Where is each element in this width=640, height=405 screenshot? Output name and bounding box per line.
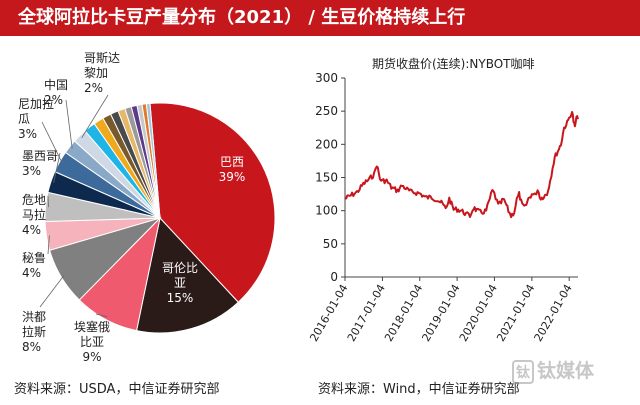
pie-label-peru: 4% <box>22 266 41 280</box>
pie-leader-line <box>95 313 108 318</box>
pie-label-honduras: 8% <box>22 340 41 354</box>
y-tick-label: 300 <box>315 71 338 85</box>
pie-leader-line <box>65 99 73 149</box>
pie-leader-line <box>81 94 109 139</box>
line-chart-title: 期货收盘价(连续):NYBOT咖啡 <box>372 56 535 71</box>
pie-label-guatemala: 马拉 <box>22 207 46 222</box>
pie-label-costarica: 哥斯达 <box>84 51 120 65</box>
line-source-note: 资料来源：Wind，中信证券研究部 <box>318 382 520 397</box>
pie-label-colombia: 哥伦比 <box>162 260 198 275</box>
pie-label-china: 中国 <box>44 77 68 92</box>
watermark-logo-icon: 钛 <box>512 359 534 384</box>
pie-slice-0 <box>149 102 276 303</box>
watermark: 钛钛媒体 <box>512 356 594 384</box>
page-title: 全球阿拉比卡豆产量分布（2021） / 生豆价格持续上行 <box>18 7 466 28</box>
y-tick-label: 150 <box>315 171 338 185</box>
y-tick-label: 250 <box>315 104 338 118</box>
pie-label-guatemala: 危地 <box>22 193 46 207</box>
title-banner: 全球阿拉比卡豆产量分布（2021） / 生豆价格持续上行 <box>0 0 640 36</box>
pie-label-nicaragua: 尼加拉 <box>18 96 54 111</box>
pie-label-mexico: 3% <box>22 164 41 178</box>
y-tick-label: 50 <box>323 237 338 251</box>
x-tick-label: 2018-01-04 <box>382 282 425 344</box>
pie-label-colombia: 15% <box>167 291 194 305</box>
x-tick-label: 2017-01-04 <box>345 282 388 344</box>
series-line <box>344 111 579 219</box>
pie-label-colombia: 亚 <box>174 276 186 290</box>
pie-leader-line <box>53 152 61 183</box>
x-tick-label: 2021-01-04 <box>494 282 537 344</box>
pie-slice-1 <box>135 216 239 334</box>
pie-leader-line <box>47 235 50 255</box>
pie-leader-line <box>39 275 65 308</box>
pie-label-mexico: 墨西哥 <box>22 149 58 163</box>
pie-label-ethiopia: 9% <box>82 350 101 364</box>
x-tick-label: 2022-01-04 <box>532 282 575 344</box>
pie-label-china: 2% <box>44 93 63 107</box>
pie-label-brazil: 巴西 <box>220 155 244 169</box>
pie-label-ethiopia: 埃塞俄 <box>74 319 110 334</box>
y-tick-label: 100 <box>315 204 338 218</box>
pie-label-nicaragua: 瓜 <box>18 112 30 126</box>
x-tick-label: 2019-01-04 <box>419 282 462 344</box>
pie-label-nicaragua: 3% <box>18 127 37 141</box>
watermark-text: 钛媒体 <box>537 360 595 382</box>
pie-label-guatemala: 4% <box>22 223 41 237</box>
pie-label-honduras: 洪都 <box>22 310 46 324</box>
pie-leader-line <box>41 121 63 164</box>
pie-label-peru: 秘鲁 <box>22 251 46 265</box>
x-tick-label: 2020-01-04 <box>457 282 500 344</box>
pie-source-note: 资料来源：USDA，中信证券研究部 <box>14 382 220 397</box>
x-tick-label: 2016-01-04 <box>307 282 350 344</box>
pie-label-honduras: 拉斯 <box>22 324 46 339</box>
y-tick-label: 200 <box>315 137 338 151</box>
pie-label-costarica: 黎加 <box>84 66 108 80</box>
pie-label-costarica: 2% <box>84 81 103 95</box>
y-tick-label: 0 <box>330 270 338 284</box>
pie-label-ethiopia: 比亚 <box>80 335 104 349</box>
pie-leader-line <box>47 195 49 208</box>
pie-slice-minor-19 <box>145 102 161 219</box>
pie-label-brazil: 39% <box>219 170 246 184</box>
